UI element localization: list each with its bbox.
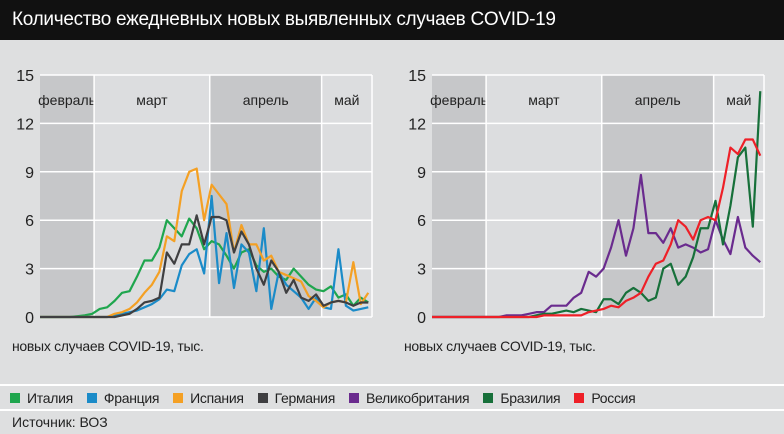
month-label: май [334,92,359,108]
y-tick-label: 15 [408,68,426,85]
chart-title: Количество ежедневных новых выявленных с… [0,0,784,40]
legend-item: Россия [574,389,636,406]
legend-swatch [257,392,268,403]
legend-swatch [349,392,359,403]
legend-swatch [10,392,20,403]
legend-label: Испания [190,389,244,406]
chart-left: февраль март апрель май 0 3 6 9 12 15 [16,68,373,327]
month-label: март [528,92,560,108]
y-axis-label-right: новых случаев COVID-19, тыс. [404,338,596,354]
legend-item: Великобритания [349,389,470,406]
y-tick-label: 6 [417,213,426,230]
month-band [94,75,210,317]
y-tick-label: 12 [16,116,34,133]
month-label: февраль [38,92,96,108]
month-band [321,75,372,317]
y-tick-label: 12 [408,116,426,133]
legend-item: Италия [10,390,73,406]
month-band [40,75,95,317]
legend-label: Великобритания [366,389,470,406]
legend-swatch [173,392,184,403]
legend-label: Германия [274,389,336,406]
legend-swatch [574,392,585,403]
series-line [40,214,369,319]
chart-right: февраль март апрель май 0 3 6 9 12 15 [408,68,765,327]
series-line [40,217,369,319]
legend-item: Франция [86,389,160,406]
month-band [601,75,714,317]
month-label: апрель [243,92,289,108]
series-line [432,138,762,319]
legend-item: Германия [257,389,336,406]
y-tick-label: 9 [417,165,426,182]
legend-item: Бразилия [483,389,561,406]
y-tick-label: 0 [25,310,34,327]
legend-label: Россия [591,389,636,406]
month-label: февраль [430,92,488,108]
month-label: май [726,92,751,108]
y-tick-label: 0 [417,310,426,327]
y-tick-label: 3 [25,262,34,279]
legend-label: Франция [103,389,160,406]
legend: Италия Франция Испания Германия Великобритан… [0,384,784,411]
legend-item: Испания [173,389,244,406]
legend-label: Бразилия [500,389,561,406]
month-band [432,75,487,317]
month-label: апрель [635,92,681,108]
month-band [486,75,602,317]
y-axis-label-left: новых случаев COVID-19, тыс. [12,338,204,354]
source-note: Источник: ВОЗ [12,414,108,430]
y-tick-label: 15 [16,68,34,85]
legend-label: Италия [27,389,73,406]
legend-swatch [86,392,97,403]
y-tick-label: 9 [25,165,34,182]
y-tick-label: 6 [25,213,34,230]
legend-swatch [483,392,494,403]
y-tick-label: 3 [417,262,426,279]
month-label: март [136,92,168,108]
